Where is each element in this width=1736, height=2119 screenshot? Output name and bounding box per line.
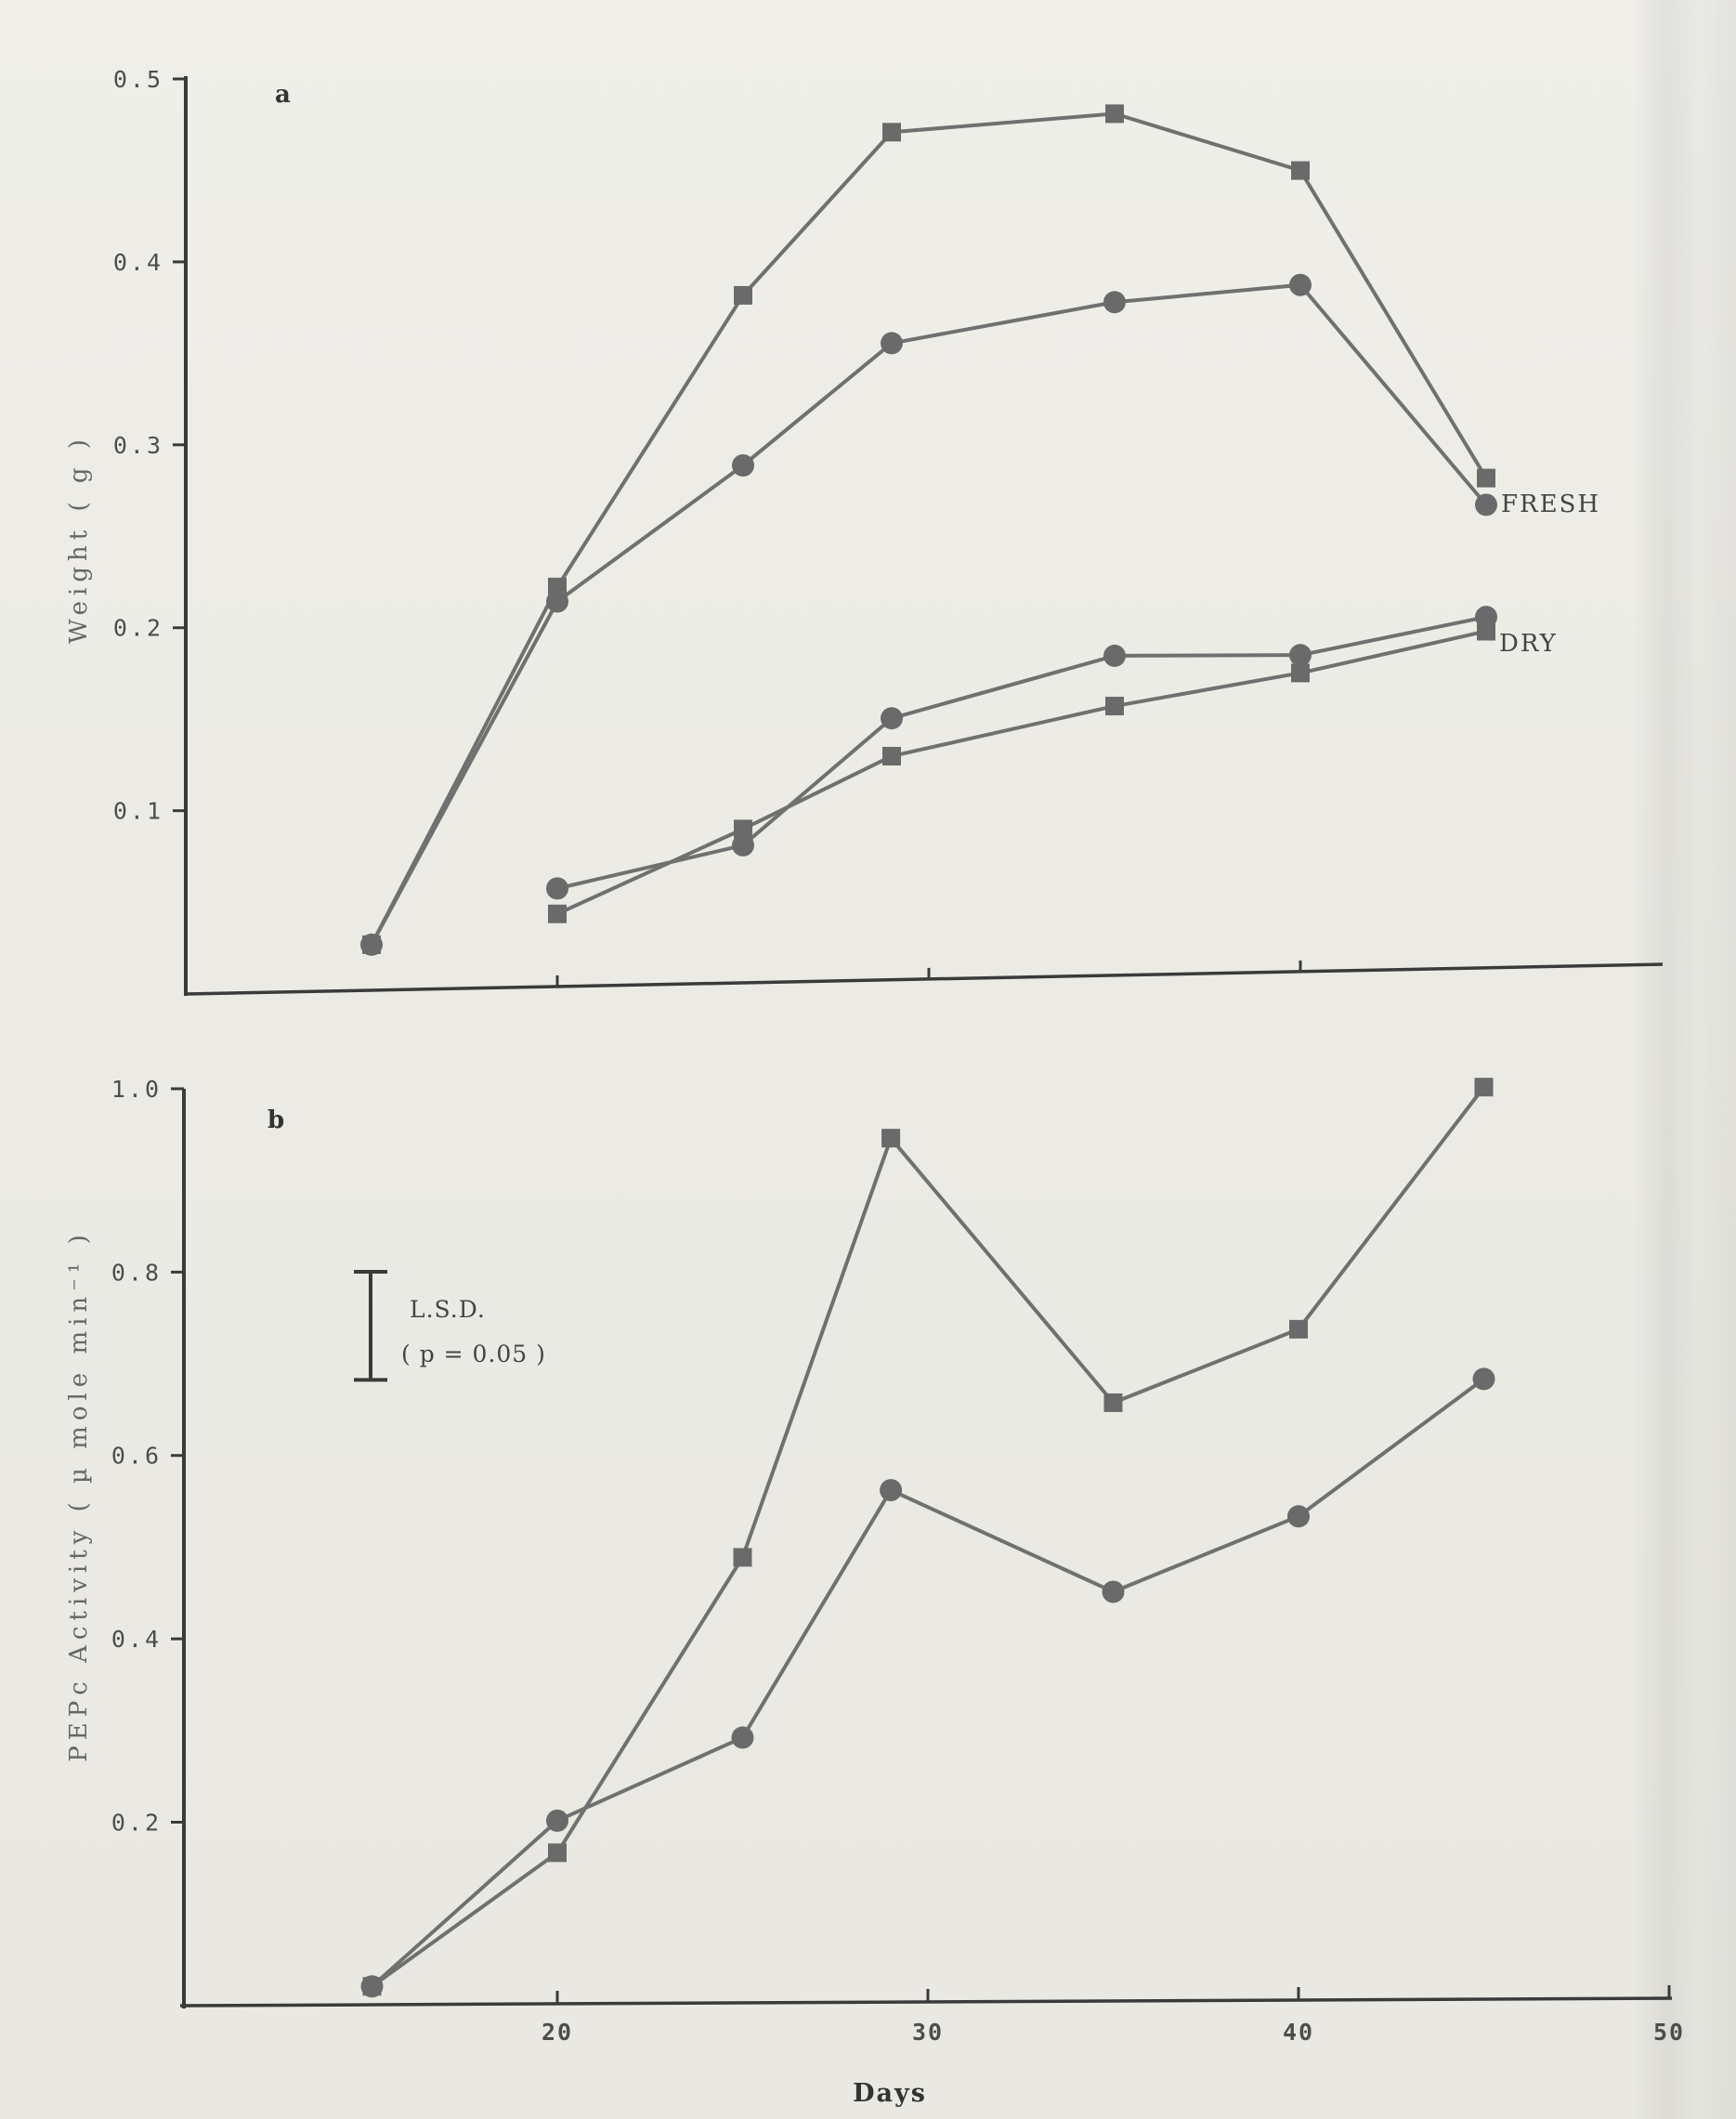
circle-marker [360, 933, 383, 956]
square-marker [1477, 621, 1495, 641]
square-marker [734, 819, 752, 839]
y-tick-label: 0.3 [113, 432, 163, 459]
fresh-annotation: FRESH [1501, 491, 1600, 518]
square-marker [1477, 468, 1495, 488]
square-marker [881, 1129, 901, 1148]
circle-marker [731, 1726, 754, 1749]
circle-marker [1289, 273, 1312, 296]
circle-marker [1102, 1580, 1125, 1603]
square-marker [548, 1843, 567, 1863]
series-line [371, 1086, 1486, 1988]
panel-b-series-markers [360, 1078, 1495, 1998]
x-tick-label: 30 [912, 2019, 944, 2046]
panel-b-x-ticks: 20 30 40 50 [542, 1984, 1685, 2046]
y-tick-label: 0.1 [113, 798, 163, 825]
square-marker [1105, 697, 1124, 716]
circle-marker [732, 833, 754, 857]
x-tick-label: 50 [1653, 2019, 1685, 2046]
y-tick-label: 0.4 [111, 1626, 162, 1653]
circle-marker [881, 707, 903, 730]
series-line [556, 615, 1487, 891]
x-axis-title: Days [853, 2079, 927, 2108]
x-tick-label: 40 [1283, 2019, 1314, 2046]
square-marker [882, 123, 901, 142]
square-marker [1474, 1078, 1494, 1097]
y-tick-label: 0.6 [111, 1443, 162, 1470]
panel-a-y-axis-title: Weight ( g ) [65, 434, 93, 644]
circle-marker [1472, 1367, 1495, 1391]
y-tick-label: 0.5 [113, 66, 163, 93]
panel-a-label: a [275, 81, 291, 109]
y-tick-label: 0.2 [113, 615, 163, 642]
circle-marker [360, 1975, 384, 1998]
panel-b-y-axis-title: PEPc Activity ( µ mole min⁻¹ ) [65, 1229, 93, 1761]
square-marker [1289, 1319, 1308, 1339]
y-tick-label: 0.8 [111, 1259, 162, 1286]
square-marker [1291, 161, 1310, 180]
square-marker [548, 904, 567, 923]
circle-marker [1103, 644, 1126, 667]
x-tick-label: 20 [542, 2019, 573, 2046]
circle-marker [546, 877, 568, 900]
dry-annotation: DRY [1499, 630, 1558, 658]
panel-b-pepc-chart: 0.2 0.4 0.6 0.8 1.0 20 30 40 50 b PEPc Activity… [65, 1076, 1685, 2108]
circle-marker [1289, 644, 1312, 667]
lsd-error-bar [354, 1269, 387, 1382]
series-line [370, 111, 1488, 946]
square-marker [882, 746, 901, 765]
circle-marker [546, 590, 568, 613]
circle-marker [1287, 1505, 1310, 1528]
panel-a-x-axis [185, 962, 1664, 996]
panel-b-x-axis [179, 1996, 1673, 2008]
square-marker [734, 285, 752, 305]
square-marker [1105, 104, 1124, 124]
series-line [556, 629, 1487, 916]
circle-marker [1103, 291, 1126, 314]
panel-b-label: b [268, 1106, 284, 1134]
square-marker [1291, 663, 1310, 683]
panel-a-y-ticks: 0.1 0.2 0.3 0.4 0.5 [113, 66, 1302, 987]
square-marker [1103, 1393, 1123, 1412]
circle-marker [546, 1809, 568, 1832]
panel-b-series-lines [371, 1086, 1486, 1988]
y-tick-label: 0.4 [113, 249, 163, 276]
panel-b-y-ticks: 0.2 0.4 0.6 0.8 1.0 [111, 1076, 184, 1837]
panel-a-series-lines [370, 111, 1488, 946]
circle-marker [881, 332, 903, 355]
circle-marker [880, 1479, 903, 1502]
series-line [371, 1377, 1485, 1988]
circle-marker [1475, 493, 1497, 517]
y-tick-label: 0.2 [111, 1810, 162, 1837]
square-marker [733, 1548, 752, 1567]
series-line [370, 282, 1488, 946]
panel-a-weight-chart: 0.1 0.2 0.3 0.4 0.5 a Weight ( g ) FRESH DRY [65, 66, 1664, 996]
lsd-sublabel: ( p = 0.05 ) [401, 1341, 546, 1367]
panel-a-series-markers [360, 104, 1497, 956]
lsd-label: L.S.D. [410, 1296, 486, 1323]
y-tick-label: 1.0 [111, 1076, 162, 1103]
circle-marker [732, 453, 754, 477]
